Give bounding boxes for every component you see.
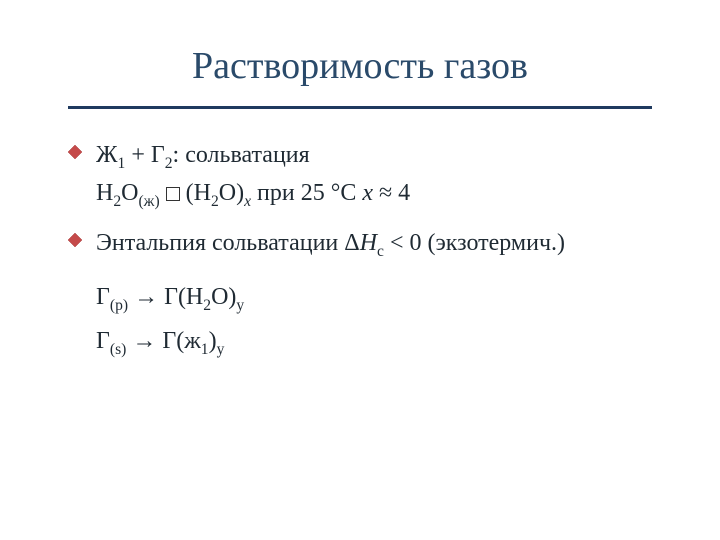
text: Г(ж [156, 328, 200, 354]
text: ) [209, 328, 217, 354]
sub: y [217, 341, 225, 358]
sub: 2 [165, 155, 173, 172]
text: O [121, 180, 138, 206]
equation-line: Г(s) → Г(ж1)y [96, 319, 680, 363]
text: H [96, 180, 113, 206]
sub: 2 [211, 193, 219, 210]
placeholder-box-icon [166, 187, 180, 201]
sub: 1 [201, 341, 209, 358]
page-title: Растворимость газов [0, 0, 720, 106]
text: H [360, 230, 377, 256]
equation-line: Г(р) → Г(H2O)y [96, 275, 680, 319]
list-item: Энтальпия сольватации ΔHc < 0 (экзотерми… [68, 225, 680, 263]
text: < 0 (экзотермич.) [384, 230, 565, 256]
diamond-bullet-icon [68, 233, 82, 247]
text: Г(H [158, 284, 203, 310]
text: + Г [125, 142, 164, 168]
text: Г [96, 328, 110, 354]
text: (H [180, 180, 211, 206]
text: Энтальпия сольватации Δ [96, 230, 360, 256]
bullet-text: Энтальпия сольватации ΔHc < 0 (экзотерми… [96, 225, 565, 263]
arrow-icon: → [134, 284, 158, 310]
sub: 2 [113, 193, 121, 210]
text: Ж [96, 142, 118, 168]
sub: (s) [110, 341, 126, 358]
bullet-text: Ж1 + Г2: сольватация H2O(ж) (H2O)x при 2… [96, 137, 410, 213]
arrow-icon: → [132, 328, 156, 354]
content-area: Ж1 + Г2: сольватация H2O(ж) (H2O)x при 2… [0, 109, 720, 364]
text: x [362, 180, 373, 206]
sub: x [244, 193, 251, 210]
sub: (р) [110, 297, 128, 314]
text: : сольватация [173, 142, 310, 168]
text: O) [219, 180, 244, 206]
sub: y [236, 297, 244, 314]
list-item: Ж1 + Г2: сольватация H2O(ж) (H2O)x при 2… [68, 137, 680, 213]
sub: 2 [203, 297, 211, 314]
text: O) [211, 284, 236, 310]
text: ≈ 4 [373, 180, 410, 206]
text: Г [96, 284, 110, 310]
diamond-bullet-icon [68, 145, 82, 159]
sub: (ж) [138, 193, 159, 210]
text: при 25 °C [251, 180, 362, 206]
sub: c [377, 243, 384, 260]
